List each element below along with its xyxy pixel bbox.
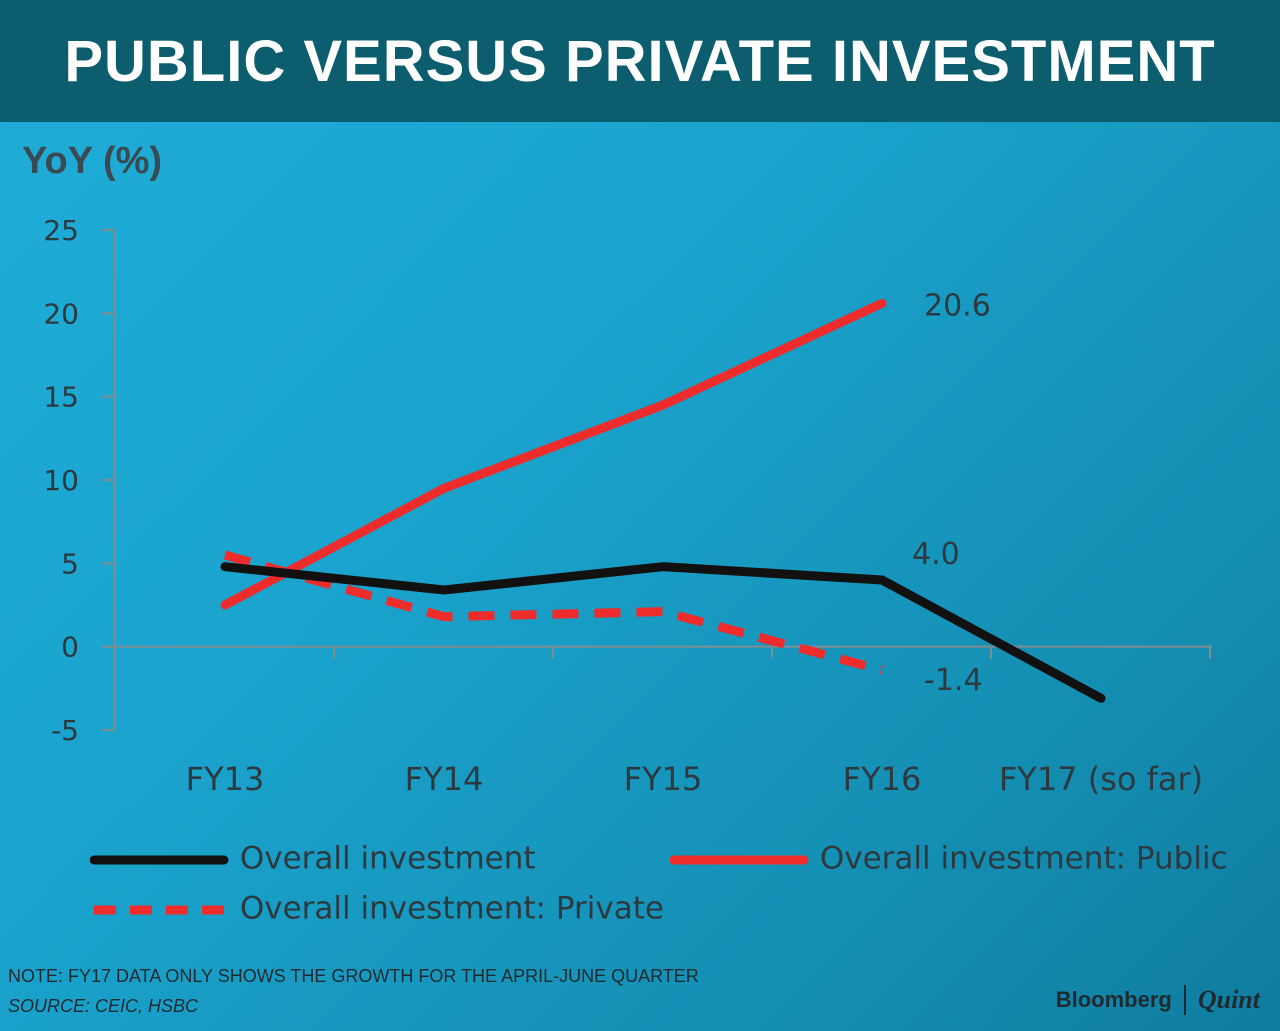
y-tick-label: 5 [61, 547, 79, 580]
data-label: -1.4 [924, 663, 983, 698]
page-title: PUBLIC VERSUS PRIVATE INVESTMENT [64, 28, 1216, 94]
line-chart: -5 0 5 10 15 20 25 FY13 FY14 FY15 FY16 FY17 (so far… [43, 214, 1212, 798]
legend-item-public: Overall investment: Public [669, 840, 1228, 880]
y-tick-label: 10 [43, 464, 79, 497]
brand-logo: Bloomberg Quint [1056, 985, 1260, 1015]
data-label: 4.0 [912, 537, 960, 572]
y-tick-label: 0 [61, 631, 79, 664]
legend-label-public: Overall investment: Public [819, 840, 1228, 877]
source-line: SOURCE: CEIC, HSBC [8, 996, 199, 1016]
data-label: 20.6 [924, 288, 991, 323]
y-tick-label: 20 [43, 297, 79, 330]
series-public-line [220, 298, 887, 610]
brand-bloomberg: Bloomberg [1055, 987, 1172, 1012]
footnote: NOTE: FY17 DATA ONLY SHOWS THE GROWTH FO… [8, 966, 699, 986]
y-tick-label: -5 [51, 714, 79, 747]
legend-swatch-public [669, 855, 809, 865]
y-tick-label: 15 [43, 381, 79, 414]
legend-swatch-overall [89, 855, 229, 865]
x-tick-label: FY17 (so far) [999, 760, 1203, 798]
x-tick-label: FY13 [186, 760, 265, 798]
legend-label-overall: Overall investment [239, 840, 536, 877]
legend-item-private: Overall investment: Private [90, 890, 664, 930]
legend-label-private: Overall investment: Private [239, 890, 664, 927]
x-tick-label: FY15 [624, 760, 703, 798]
series-overall-line [220, 562, 1106, 703]
x-tick-label: FY16 [843, 760, 922, 798]
brand-separator [1183, 985, 1186, 1015]
x-tick-label: FY14 [405, 760, 484, 798]
legend-swatch-private [94, 905, 224, 915]
legend-item-overall: Overall investment [89, 840, 536, 880]
series-private-line [223, 550, 884, 675]
y-tick-label: 25 [43, 214, 79, 247]
brand-quint: Quint [1197, 985, 1260, 1014]
title-bar: PUBLIC VERSUS PRIVATE INVESTMENT [0, 0, 1280, 122]
y-axis-unit-label: YoY (%) [22, 140, 163, 182]
